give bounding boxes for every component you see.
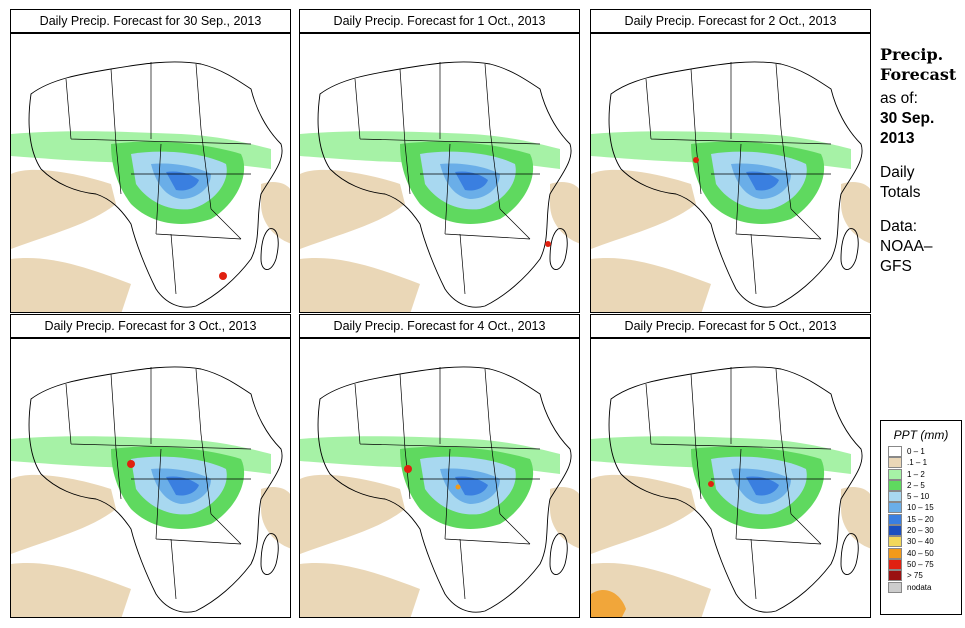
heading-line-1: Precip. — [880, 45, 944, 64]
legend-swatch — [888, 491, 902, 503]
legend-label: 15 – 20 — [907, 514, 934, 524]
forecast-panel-4: Daily Precip. Forecast for 3 Oct., 2013 — [10, 314, 291, 618]
panel-title: Daily Precip. Forecast for 4 Oct., 2013 — [299, 314, 580, 338]
forecast-panel-3: Daily Precip. Forecast for 2 Oct., 2013 — [590, 9, 871, 313]
forecast-panel-2: Daily Precip. Forecast for 1 Oct., 2013 — [299, 9, 580, 313]
legend-label: > 75 — [907, 571, 923, 581]
legend-swatch — [888, 457, 902, 469]
legend-swatch — [888, 468, 902, 480]
legend-label: 30 – 40 — [907, 537, 934, 547]
legend-swatch — [888, 581, 902, 593]
data-label: Data: — [880, 218, 918, 235]
legend-swatch — [888, 446, 902, 457]
legend-label: nodata — [907, 582, 932, 592]
legend-label: 20 – 30 — [907, 526, 934, 536]
legend-item: 20 – 30 — [888, 525, 961, 537]
panel-title: Daily Precip. Forecast for 5 Oct., 2013 — [590, 314, 871, 338]
legend-swatch — [888, 570, 902, 582]
precip-map — [10, 338, 291, 618]
forecast-panel-1: Daily Precip. Forecast for 30 Sep., 2013 — [10, 9, 291, 313]
legend-item: 0 – 1 — [888, 446, 961, 457]
legend-swatch — [888, 513, 902, 525]
forecast-panel-6: Daily Precip. Forecast for 5 Oct., 2013 — [590, 314, 871, 618]
legend-swatch — [888, 558, 902, 570]
asof-label: as of: — [880, 90, 918, 107]
legend-label: 50 – 75 — [907, 559, 934, 569]
panel-title: Daily Precip. Forecast for 30 Sep., 2013 — [10, 9, 291, 33]
legend-label: .1 – 1 — [907, 458, 928, 468]
legend-item: 15 – 20 — [888, 513, 961, 525]
legend-item: > 75 — [888, 570, 961, 582]
legend-swatch — [888, 479, 902, 491]
asof-date: 30 Sep. — [880, 110, 935, 127]
legend-item: 50 – 75 — [888, 558, 961, 570]
precip-map — [10, 33, 291, 313]
legend-item: 1 – 2 — [888, 468, 961, 480]
forecast-panel-5: Daily Precip. Forecast for 4 Oct., 2013 — [299, 314, 580, 618]
legend-swatch — [888, 536, 902, 548]
legend-item: nodata — [888, 581, 961, 593]
legend-swatch — [888, 525, 902, 537]
panel-title: Daily Precip. Forecast for 3 Oct., 2013 — [10, 314, 291, 338]
legend-label: 1 – 2 — [907, 469, 925, 479]
legend-item: 30 – 40 — [888, 536, 961, 548]
precip-map — [299, 338, 580, 618]
legend-item: 10 – 15 — [888, 502, 961, 514]
panel-title: Daily Precip. Forecast for 2 Oct., 2013 — [590, 9, 871, 33]
data-source-2: GFS — [880, 258, 912, 275]
legend-swatch — [888, 547, 902, 559]
legend-label: 2 – 5 — [907, 480, 925, 490]
legend-label: 0 – 1 — [907, 447, 925, 456]
legend-label: 10 – 15 — [907, 503, 934, 513]
legend-item: .1 – 1 — [888, 457, 961, 469]
totals-line-2: Totals — [880, 184, 921, 201]
legend-label: 40 – 50 — [907, 548, 934, 558]
totals-line-1: Daily — [880, 164, 915, 181]
legend-swatch — [888, 502, 902, 514]
heading-line-2: Forecast — [880, 65, 957, 84]
legend-item: 2 – 5 — [888, 479, 961, 491]
legend-item: 40 – 50 — [888, 547, 961, 559]
panel-title: Daily Precip. Forecast for 1 Oct., 2013 — [299, 9, 580, 33]
asof-year: 2013 — [880, 130, 915, 147]
forecast-info: Precip. Forecast as of: 30 Sep. 2013 Dai… — [880, 45, 965, 277]
legend-item: 5 – 10 — [888, 491, 961, 503]
legend-label: 5 – 10 — [907, 492, 930, 502]
precip-map — [299, 33, 580, 313]
precip-map — [590, 338, 871, 618]
precip-map — [590, 33, 871, 313]
data-source-1: NOAA– — [880, 238, 933, 255]
legend-title: PPT (mm) — [893, 428, 949, 442]
